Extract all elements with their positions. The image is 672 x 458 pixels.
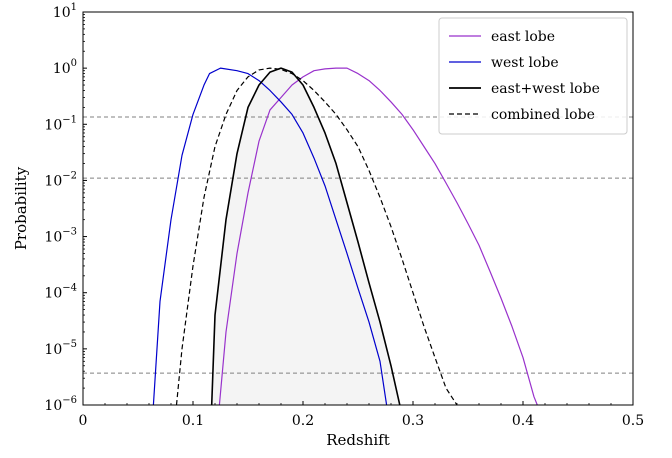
shaded-band <box>211 68 400 405</box>
legend-label: east lobe <box>491 29 555 45</box>
x-tick-label: 0.1 <box>182 413 204 429</box>
y-tick-label: 10−5 <box>44 339 77 358</box>
legend-label: combined lobe <box>491 107 595 123</box>
legend-label: east+west lobe <box>491 81 600 97</box>
legend-label: west lobe <box>491 55 559 71</box>
y-tick-label: 101 <box>53 2 77 21</box>
y-axis-ticks: 101 100 10−1 10−2 10−3 10−4 10−5 10−6 <box>44 2 87 414</box>
y-tick-label: 100 <box>53 58 77 77</box>
x-tick-label: 0.4 <box>512 413 534 429</box>
x-axis-ticks: 0 0.1 0.2 0.3 0.4 0.5 <box>79 401 644 429</box>
shaded-region-layer <box>211 68 400 405</box>
series-line-combined-lobe <box>175 67 458 405</box>
series-layer <box>152 67 538 405</box>
x-axis-title: Redshift <box>326 431 390 449</box>
legend: east lobe west lobe east+west lobe combined… <box>438 17 628 135</box>
y-tick-label: 10−1 <box>44 114 77 133</box>
y-tick-label: 10−2 <box>44 170 77 189</box>
legend-box <box>438 17 628 135</box>
y-axis-title: Probability <box>12 166 30 250</box>
x-tick-label: 0.3 <box>402 413 424 429</box>
x-tick-label: 0.2 <box>292 413 314 429</box>
series-line-east-west-lobe <box>210 67 401 405</box>
y-tick-label: 10−6 <box>44 395 77 414</box>
series-line-east-lobe <box>218 67 538 405</box>
plot-frame <box>82 11 634 406</box>
x-tick-label: 0.5 <box>622 413 644 429</box>
y-tick-label: 10−3 <box>44 227 77 246</box>
x-tick-label: 0 <box>79 413 88 429</box>
y-tick-label: 10−4 <box>44 283 77 302</box>
series-line-west-lobe <box>152 67 388 405</box>
